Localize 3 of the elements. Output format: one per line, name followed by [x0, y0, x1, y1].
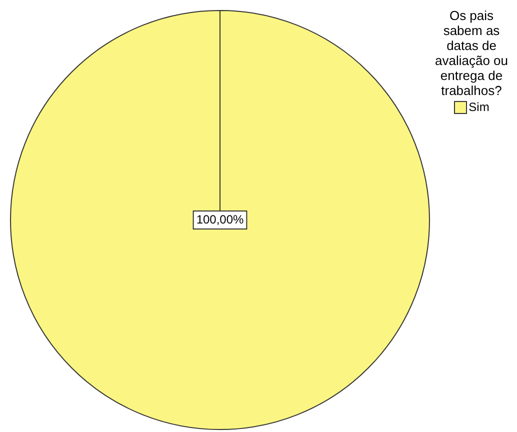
- data-label: 100,00%: [196, 212, 244, 226]
- legend-title: Os pais sabem as datas de avaliação ou entrega de trabalhos?: [434, 8, 509, 98]
- legend-label: Sim: [468, 100, 490, 114]
